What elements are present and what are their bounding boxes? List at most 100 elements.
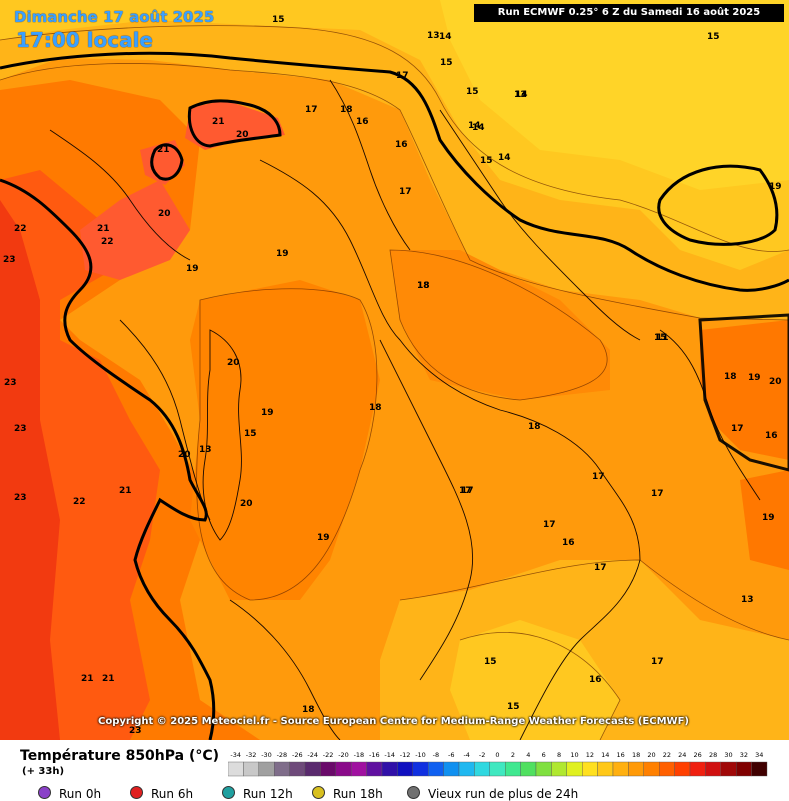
isotherm-label: 11	[656, 333, 669, 343]
scale-color-swatch	[412, 761, 429, 777]
forecast-hour: (+ 33h)	[22, 766, 65, 777]
run-0h-icon	[38, 786, 51, 799]
old-run-icon	[407, 786, 420, 799]
scale-tick-label: 4	[526, 751, 530, 759]
isotherm-label: 23	[4, 378, 17, 388]
scale-color-swatch	[381, 761, 398, 777]
scale-tick-label: 26	[694, 751, 702, 759]
temperature-map: 21 21 22 20 21 22 23 23 23 23 22 21 20 21 20 20 19 19 19 15…	[0, 0, 789, 741]
scale-tick-label: -24	[307, 751, 318, 759]
scale-tick-label: 14	[601, 751, 609, 759]
run-12h-button[interactable]: Run 12h	[222, 786, 293, 801]
scale-tick-label: -30	[261, 751, 272, 759]
isotherm-label: 16	[562, 538, 575, 548]
scale-color-swatch	[304, 761, 321, 777]
scale-color-swatch	[366, 761, 383, 777]
zone-adriatic	[390, 250, 610, 400]
zone-greece	[740, 470, 789, 570]
scale-color-swatch	[458, 761, 475, 777]
scale-color-swatch	[751, 761, 768, 777]
isotherm-label: 15	[272, 15, 285, 25]
scale-tick-label: -10	[415, 751, 426, 759]
isotherm-label: 15	[480, 156, 493, 166]
zone-24-26	[0, 200, 60, 740]
scale-tick-label: -12	[400, 751, 411, 759]
scale-color-swatch	[274, 761, 290, 777]
scale-tick-label: -26	[292, 751, 303, 759]
isotherm-label: 17	[459, 486, 472, 496]
scale-tick-label: 6	[542, 751, 546, 759]
isotherm-label: 21	[212, 117, 225, 127]
run-12h-label: Run 12h	[243, 787, 293, 801]
isotherm-labels: 21 21 22 20 21 22 23 23 23 23 22 21 20 21 20 20 19 19 19 15…	[3, 15, 782, 736]
run-info-box: Run ECMWF 0.25° 6 Z du Samedi 16 août 20…	[474, 4, 784, 22]
scale-color-swatch	[535, 761, 552, 777]
zone-provence-22	[80, 180, 190, 280]
isotherm-label: 20	[769, 377, 782, 387]
scale-tick-label: -14	[384, 751, 395, 759]
scale-tick-label: -28	[277, 751, 288, 759]
isotherm-label: 17	[399, 187, 412, 197]
isotherm-label: 15	[466, 87, 479, 97]
scale-tick-label: 32	[740, 751, 748, 759]
scale-color-swatch	[689, 761, 706, 777]
isotherm-label: 17	[594, 563, 607, 573]
scale-color-swatch	[566, 761, 583, 777]
isotherm-label: 15	[654, 333, 667, 343]
isotherm-label: 14	[472, 123, 485, 133]
run-18h-button[interactable]: Run 18h	[312, 786, 383, 801]
scale-color-swatch	[320, 761, 337, 777]
scale-tick-label: 22	[663, 751, 671, 759]
isotherm-label: 21	[81, 674, 94, 684]
run-0h-button[interactable]: Run 0h	[38, 786, 101, 801]
scale-tick-label: -34	[230, 751, 241, 759]
run-6h-icon	[130, 786, 143, 799]
scale-tick-label: -4	[463, 751, 469, 759]
scale-color-swatch	[659, 761, 675, 777]
isotherm-label: 15	[707, 32, 720, 42]
isotherm-label: 20	[158, 209, 171, 219]
isotherm-label: 14	[515, 90, 528, 100]
isotherm-label: 19	[762, 513, 775, 523]
scale-color-swatch	[674, 761, 691, 777]
isotherm-label: 18	[417, 281, 430, 291]
scale-color-swatch	[258, 761, 275, 777]
isotherm-label: 20	[178, 450, 191, 460]
scale-color-swatch	[551, 761, 567, 777]
isotherm-label: 19	[317, 533, 330, 543]
isotherm-label: 20	[240, 499, 253, 509]
isotherm-label: 15	[484, 657, 497, 667]
isotherm-label: 17	[461, 486, 474, 496]
isotherm-label: 14	[498, 153, 511, 163]
isotherm-label: 17	[305, 105, 318, 115]
isotherm-label: 17	[651, 489, 664, 499]
scale-tick-label: -8	[433, 751, 439, 759]
scale-tick-label: 24	[678, 751, 686, 759]
isotherm-label: 21	[157, 145, 170, 155]
legend-panel: Température 850hPa (°C) (+ 33h) -34 -32 -3…	[0, 740, 789, 801]
isotherm-label: 16	[395, 140, 408, 150]
scale-color-swatch	[489, 761, 506, 777]
scale-color-swatch	[736, 761, 752, 777]
scale-tick-label: 30	[724, 751, 732, 759]
isotherm-label: 23	[129, 726, 142, 736]
scale-tick-label: -16	[369, 751, 380, 759]
scale-color-swatch	[597, 761, 614, 777]
run-6h-button[interactable]: Run 6h	[130, 786, 193, 801]
scale-color-swatch	[443, 761, 460, 777]
scale-tick-label: 0	[495, 751, 499, 759]
forecast-time: 17:00 locale	[16, 28, 153, 52]
isotherm-label: 18	[340, 105, 353, 115]
isotherm-label: 13	[427, 31, 440, 41]
scale-color-swatch	[505, 761, 521, 777]
old-run-button[interactable]: Vieux run de plus de 24h	[407, 786, 578, 801]
scale-color-swatch	[720, 761, 737, 777]
zone-south-14-16	[450, 620, 620, 740]
scale-tick-label: -18	[354, 751, 365, 759]
scale-tick-label: -6	[448, 751, 454, 759]
color-scale: -34 -32 -30 -28 -26 -24 -22 -20 -18 -16 -14 -12 -10-…	[228, 751, 768, 777]
scale-color-swatch	[289, 761, 306, 777]
scale-color-swatch	[628, 761, 644, 777]
scale-tick-label: 10	[570, 751, 578, 759]
scale-tick-label: -2	[479, 751, 485, 759]
